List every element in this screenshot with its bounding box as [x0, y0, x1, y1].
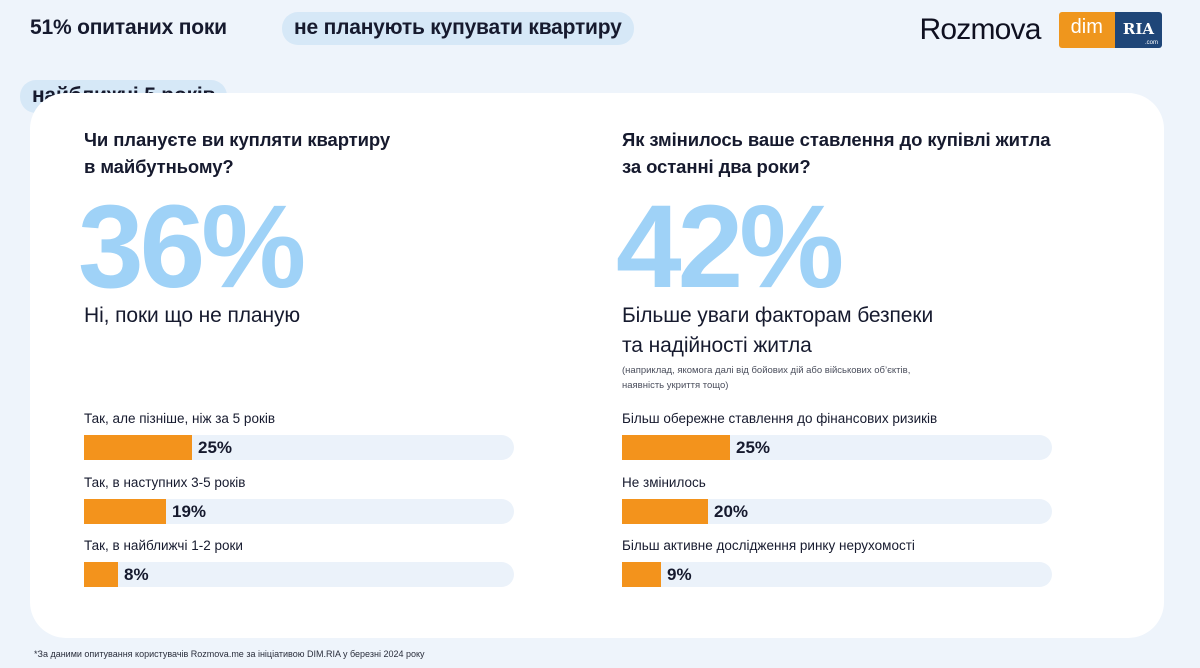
right-big-label-line2: та надійності житла [622, 334, 812, 357]
survey-card: Чи плануєте ви купляти квартиру в майбут… [30, 93, 1164, 638]
left-big-label: Ні, поки що не планую [84, 304, 301, 327]
bar-label: Так, але пізніше, ніж за 5 років [84, 411, 276, 426]
ria-logo-text: RIA [1122, 20, 1154, 38]
footnote: *За даними опитування користувачів Rozmo… [34, 649, 425, 659]
bar-fill [622, 499, 708, 524]
rozmova-logo: Rozmova [919, 13, 1042, 46]
bar-value-label: 25% [198, 438, 233, 457]
bar-item: Так, але пізніше, ніж за 5 років 25% [84, 411, 514, 463]
bar-track: 19% [84, 499, 514, 524]
bar-item: Більш активне дослідження ринку нерухомо… [622, 538, 1052, 590]
bar-fill [622, 562, 661, 587]
bar-value-label: 20% [714, 502, 749, 521]
bar-label: Більш активне дослідження ринку нерухомо… [622, 538, 915, 553]
right-big-label: Більше уваги факторам безпеки та надійно… [622, 301, 933, 361]
right-note-line1: (наприклад, якомога далі від бойових дій… [622, 365, 911, 376]
right-note: (наприклад, якомога далі від бойових дій… [622, 363, 1022, 393]
headline-highlight-1: не планують купувати квартиру [282, 12, 634, 45]
left-question: Чи плануєте ви купляти квартиру в майбут… [84, 126, 390, 180]
right-question: Як змінилось ваше ставлення до купівлі ж… [622, 126, 1051, 180]
dim-logo-part: dim [1058, 12, 1115, 48]
bar-value-label: 8% [124, 565, 149, 584]
bar-track: 20% [622, 499, 1052, 524]
bar-item: Так, в наступних 3-5 років 19% [84, 475, 514, 527]
bar-track: 9% [622, 562, 1052, 587]
left-question-line1: Чи плануєте ви купляти квартиру [84, 129, 391, 150]
right-question-line2: за останні два роки? [622, 156, 811, 177]
right-question-line1: Як змінилось ваше ставлення до купівлі ж… [622, 129, 1051, 150]
headline: 51% опитаних поки не планують купувати к… [20, 12, 740, 113]
left-big-percent: 36% [78, 181, 306, 313]
bar-label: Не змінилось [622, 475, 706, 490]
headline-part1: 51% опитаних поки [30, 16, 227, 39]
bar-track: 25% [622, 435, 1052, 460]
bar-fill [84, 499, 166, 524]
bar-fill [84, 435, 192, 460]
bar-value-label: 25% [736, 438, 771, 457]
bar-value-label: 9% [667, 565, 692, 584]
bar-item: Більш обережне ставлення до фінансових р… [622, 411, 1052, 463]
bar-label: Більш обережне ставлення до фінансових р… [622, 411, 938, 426]
bar-value-label: 19% [172, 502, 207, 521]
bar-track: 8% [84, 562, 514, 587]
dimria-logo: dim RIA .com [1058, 12, 1162, 48]
bar-item: Не змінилось 20% [622, 475, 1052, 527]
bar-fill [622, 435, 730, 460]
bar-track: 25% [84, 435, 514, 460]
bar-label: Так, в найближчі 1-2 роки [84, 538, 243, 553]
right-note-line2: наявність укриття тощо) [622, 380, 729, 391]
bar-label: Так, в наступних 3-5 років [84, 475, 246, 490]
ria-logo-domain: .com [1144, 40, 1158, 46]
brand-logos: Rozmova dim RIA .com [920, 12, 1162, 48]
right-big-label-line1: Більше уваги факторам безпеки [622, 304, 934, 327]
ria-logo-part: RIA .com [1114, 12, 1162, 48]
right-big-percent: 42% [616, 181, 844, 313]
left-question-line2: в майбутньому? [84, 156, 234, 177]
bar-item: Так, в найближчі 1-2 роки 8% [84, 538, 514, 590]
bar-fill [84, 562, 118, 587]
